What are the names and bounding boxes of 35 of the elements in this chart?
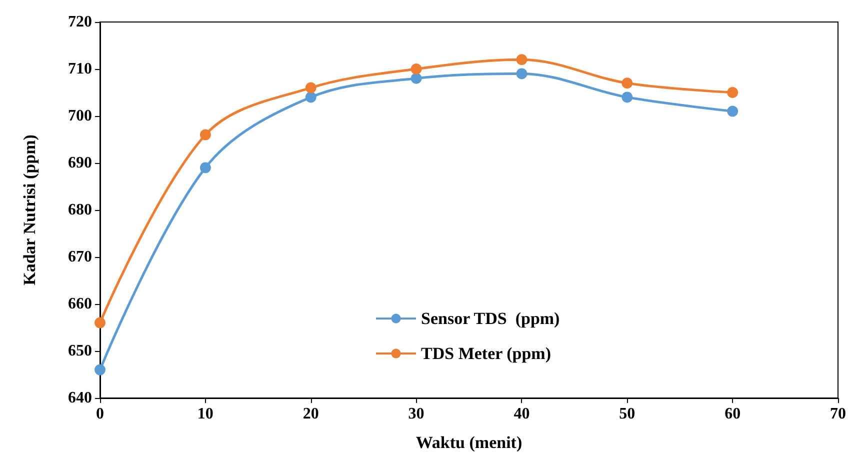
y-tick-label: 670 — [68, 248, 92, 266]
x-tick-label: 20 — [302, 406, 319, 422]
point — [410, 72, 422, 84]
point — [727, 87, 738, 98]
x-tick-label: 10 — [197, 406, 214, 422]
legend-label: TDS Meter (ppm) — [421, 344, 551, 363]
point — [305, 92, 316, 103]
point — [727, 106, 738, 117]
y-tick-label: 720 — [68, 14, 92, 30]
y-tick-label: 710 — [68, 60, 92, 78]
point — [410, 64, 422, 74]
point — [622, 92, 633, 103]
x-tick-label: 60 — [724, 406, 741, 422]
point — [200, 162, 211, 174]
x-tick-label: 0 — [96, 406, 104, 422]
x-tick-label: 30 — [408, 406, 424, 422]
y-tick-label: 640 — [68, 390, 92, 406]
y-tick-label: 680 — [68, 202, 92, 218]
point — [94, 317, 106, 328]
x-tick-label: 50 — [619, 406, 636, 422]
point — [516, 54, 528, 66]
point — [305, 82, 316, 94]
point — [622, 78, 633, 89]
y-axis-title: Kadar Nutrisi (ppm) — [20, 134, 39, 286]
x-tick-label: 40 — [514, 406, 530, 422]
y-tick-label: 660 — [68, 296, 92, 312]
x-tick-label: 70 — [830, 406, 846, 422]
y-tick-label: 650 — [68, 342, 92, 360]
point — [516, 68, 528, 80]
x-axis-title: Waktu (menit) — [416, 433, 522, 452]
legend-label: Sensor TDS (ppm) — [421, 309, 560, 328]
point — [200, 129, 211, 140]
point — [94, 364, 106, 376]
y-tick-label: 700 — [68, 108, 92, 124]
y-tick-label: 690 — [68, 154, 92, 172]
